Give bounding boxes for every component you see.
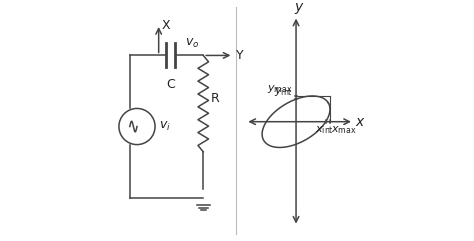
- Text: $x_{\mathrm{max}}$: $x_{\mathrm{max}}$: [331, 125, 357, 136]
- Text: $y_{\mathrm{int}}$: $y_{\mathrm{int}}$: [273, 86, 292, 98]
- Text: R: R: [211, 92, 220, 105]
- Text: $y_{\mathrm{max}}$: $y_{\mathrm{max}}$: [267, 83, 292, 95]
- Text: X: X: [162, 19, 170, 32]
- Text: $x_{\mathrm{int}}$: $x_{\mathrm{int}}$: [315, 125, 334, 136]
- Text: $v_o$: $v_o$: [185, 37, 200, 50]
- Text: Y: Y: [236, 49, 244, 62]
- Text: $v_i$: $v_i$: [159, 120, 171, 133]
- Text: x: x: [355, 115, 364, 129]
- Text: y: y: [295, 0, 303, 14]
- Text: C: C: [166, 78, 175, 91]
